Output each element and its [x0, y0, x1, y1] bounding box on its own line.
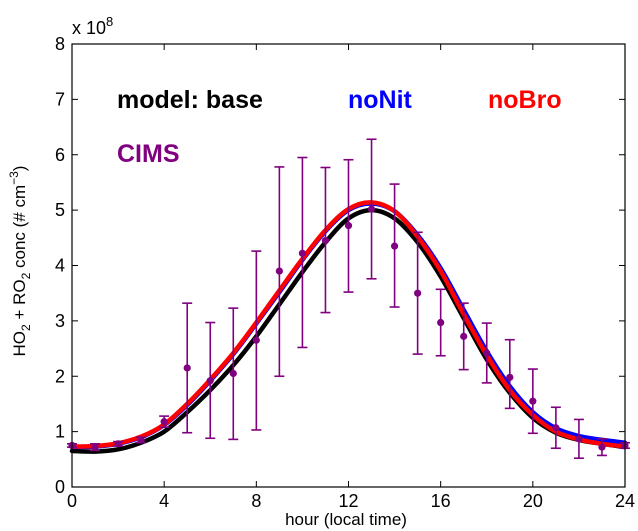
x-tick-label-4: 16	[431, 491, 451, 511]
cims-point-16	[437, 318, 445, 327]
y-multiplier-base: x 10	[72, 18, 106, 38]
cims-point-7	[229, 369, 237, 378]
y-label-part-1: 2	[19, 324, 33, 331]
y-multiplier-exponent: 8	[106, 14, 113, 29]
y-tick-label-0: 0	[55, 477, 65, 497]
x-tick-label-3: 12	[338, 491, 358, 511]
axes-frame	[71, 43, 626, 488]
cims-point-5	[183, 364, 191, 372]
y-label-part-4: conc (# cm	[10, 185, 29, 273]
plot-area	[67, 138, 630, 460]
cims-point-10	[298, 249, 307, 257]
y-tick-label-7: 7	[55, 89, 65, 109]
cims-point-14	[390, 242, 399, 250]
cims-point-13	[367, 205, 376, 213]
y-label-part-5: −3	[7, 171, 21, 185]
x-tick-label-6: 24	[615, 491, 635, 511]
cims-point-17	[460, 332, 468, 340]
legend-entry-nobro: noBro	[488, 86, 562, 114]
cims-point-11	[321, 236, 330, 245]
cims-point-4	[160, 418, 168, 426]
cims-point-9	[275, 267, 283, 275]
legend-entry-nonit: noNit	[348, 86, 413, 114]
y-tick-label-2: 2	[55, 366, 65, 386]
cims-point-21	[552, 424, 560, 432]
cims-point-22	[575, 435, 583, 443]
y-label-part-3: 2	[19, 272, 33, 279]
x-axis-label: hour (local time)	[285, 510, 407, 529]
y-tick-label-5: 5	[55, 200, 65, 220]
y-axis-label: HO2 + RO2 conc (# cm−3)	[7, 166, 33, 357]
x-tick-label-2: 8	[251, 491, 261, 511]
cims-point-6	[206, 377, 214, 385]
x-tick-label-5: 20	[523, 491, 543, 511]
cims-point-18	[483, 349, 491, 357]
cims-point-3	[137, 436, 145, 444]
legend-entry-model-base: model: base	[117, 86, 263, 114]
cims-point-20	[529, 397, 537, 405]
cims-point-23	[598, 443, 606, 451]
y-tick-label-6: 6	[55, 145, 65, 165]
y-axis-ticks: 0 1 2 3 4 5 6 7 8	[55, 34, 625, 497]
y-tick-label-4: 4	[55, 256, 65, 276]
cims-point-12	[344, 222, 353, 230]
y-tick-label-1: 1	[55, 422, 65, 442]
x-tick-label-1: 4	[159, 491, 169, 511]
legend-entry-cims: CIMS	[117, 140, 180, 168]
y-tick-label-3: 3	[55, 311, 65, 331]
cims-point-15	[414, 289, 422, 297]
x-tick-label-0: 0	[67, 491, 77, 511]
cims-point-2	[114, 440, 122, 448]
y-tick-label-8: 8	[55, 34, 65, 54]
legend: model: base noNit noBro CIMS	[117, 86, 562, 168]
y-label-part-2: + RO	[10, 279, 29, 324]
y-axis-multiplier: x 108	[72, 14, 113, 38]
y-label-part-0: HO	[10, 331, 29, 357]
cims-point-8	[252, 336, 260, 344]
y-label-part-6: )	[10, 166, 29, 172]
cims-point-1	[91, 443, 99, 451]
cims-point-19	[506, 373, 514, 381]
